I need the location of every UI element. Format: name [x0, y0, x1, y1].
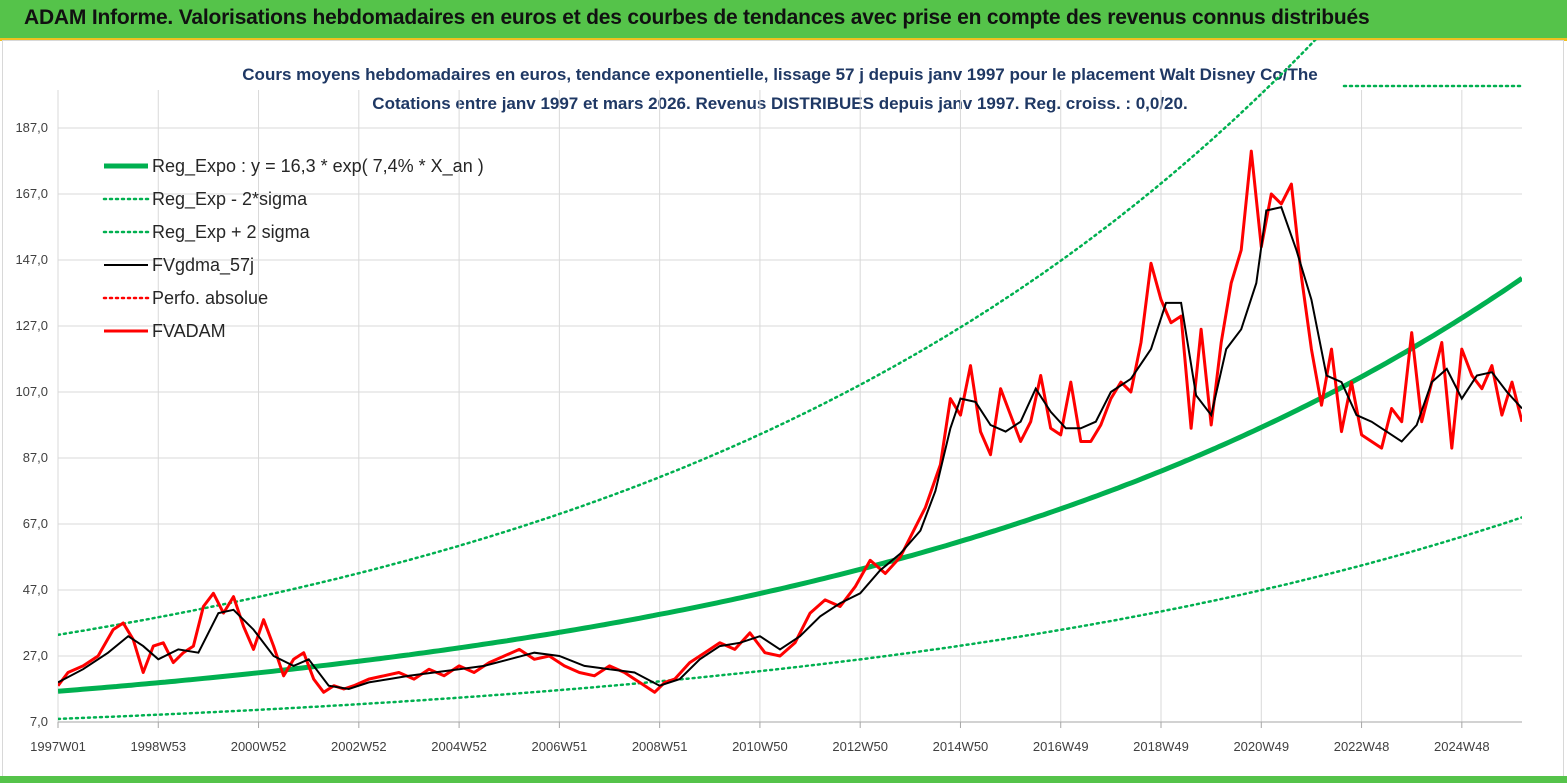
legend-label: FVgdma_57j — [152, 255, 254, 276]
x-tick-label: 2022W48 — [1334, 739, 1390, 754]
plot-area — [58, 40, 1522, 721]
x-tick-label: 1997W01 — [30, 739, 86, 754]
chart-subtitle: Cotations entre janv 1997 et mars 2026. … — [372, 94, 1187, 113]
x-tick-label: 2018W49 — [1133, 739, 1189, 754]
legend: Reg_Expo : y = 16,3 * exp( 7,4% * X_an )… — [102, 84, 1524, 341]
x-tick-label: 1998W53 — [130, 739, 186, 754]
y-tick-label: 7,0 — [30, 714, 48, 729]
legend-label: Reg_Expo : y = 16,3 * exp( 7,4% * X_an ) — [152, 156, 484, 177]
x-tick-label: 2010W50 — [732, 739, 788, 754]
x-tick-label: 2024W48 — [1434, 739, 1490, 754]
series-lower-band — [58, 516, 1522, 721]
x-tick-label: 2016W49 — [1033, 739, 1089, 754]
y-tick-label: 187,0 — [15, 120, 48, 135]
y-tick-label: 107,0 — [15, 384, 48, 399]
page-title: ADAM Informe. Valorisations hebdomadaire… — [24, 6, 1370, 29]
y-tick-label: 87,0 — [23, 450, 48, 465]
x-tick-label: 2012W50 — [832, 739, 888, 754]
x-tick-label: 2014W50 — [933, 739, 989, 754]
chart-title: Cours moyens hebdomadaires en euros, ten… — [242, 65, 1317, 84]
series-fvadam — [58, 149, 1522, 694]
x-tick-label: 2008W51 — [632, 739, 688, 754]
series-regression — [58, 276, 1522, 694]
legend-label: Reg_Exp - 2*sigma — [152, 189, 308, 210]
y-tick-label: 47,0 — [23, 582, 48, 597]
y-tick-label: 27,0 — [23, 648, 48, 663]
legend-label: Perfo. absolue — [152, 288, 268, 308]
legend-label: FVADAM — [152, 321, 226, 341]
y-axis: 7,0 27,0 47,0 67,0 87,0 107,0 127,0 147,0 167,0 1… — [15, 120, 48, 729]
y-tick-label: 127,0 — [15, 318, 48, 333]
x-tick-label: 2020W49 — [1233, 739, 1289, 754]
series-upper-band — [58, 40, 1317, 637]
x-tick-label: 2000W52 — [231, 739, 287, 754]
grid — [57, 90, 1522, 728]
bottom-strip — [0, 776, 1567, 783]
y-tick-label: 147,0 — [15, 252, 48, 267]
x-tick-label: 2006W51 — [532, 739, 588, 754]
legend-label: Reg_Exp + 2 sigma — [152, 222, 311, 243]
x-axis: 1997W01 1998W53 2000W52 2002W52 2004W52 2006W… — [30, 739, 1489, 754]
title-banner: ADAM Informe. Valorisations hebdomadaire… — [0, 0, 1567, 41]
y-tick-label: 167,0 — [15, 186, 48, 201]
x-tick-label: 2004W52 — [431, 739, 487, 754]
x-tick-label: 2002W52 — [331, 739, 387, 754]
series-fvgdma — [58, 206, 1522, 691]
y-tick-label: 67,0 — [23, 516, 48, 531]
